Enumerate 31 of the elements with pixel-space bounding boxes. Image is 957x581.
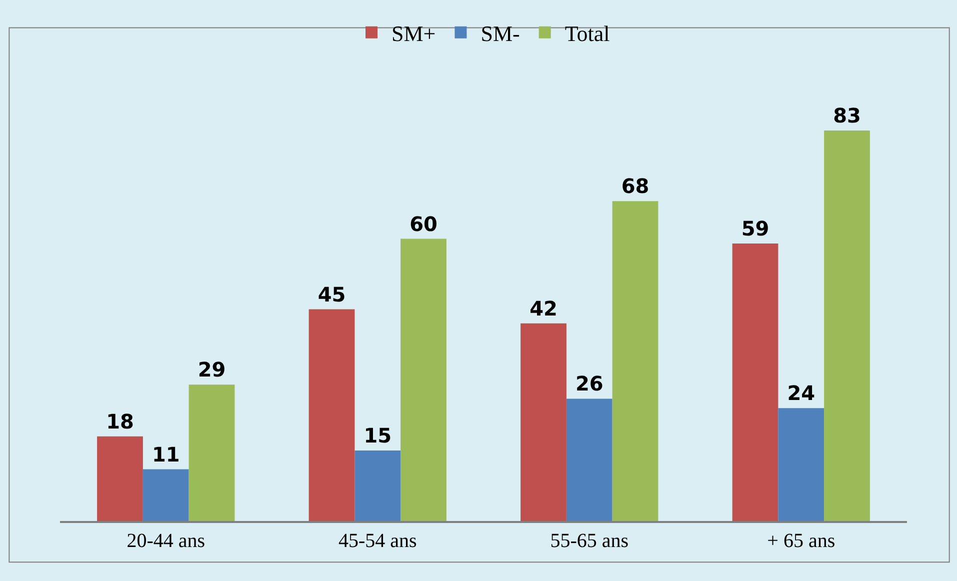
bar — [308, 309, 355, 521]
bar — [824, 130, 870, 521]
bar — [732, 243, 778, 521]
bar — [400, 238, 446, 521]
data-label: 45 — [318, 282, 346, 306]
x-tick-label: + 65 ans — [767, 530, 836, 552]
legend-label: SM- — [480, 21, 520, 46]
data-label: 60 — [410, 212, 438, 236]
bar — [778, 408, 824, 521]
x-tick-label: 55-65 ans — [550, 530, 629, 552]
bar — [612, 201, 658, 521]
data-label: 59 — [741, 216, 770, 240]
x-tick-label: 45-54 ans — [338, 530, 418, 552]
bar — [97, 436, 143, 521]
data-label: 83 — [833, 104, 861, 128]
bar — [566, 398, 612, 521]
data-label: 18 — [106, 409, 134, 434]
bar — [354, 450, 401, 521]
legend-label: SM+ — [392, 21, 436, 46]
legend-label: Total — [564, 21, 610, 46]
bar — [142, 469, 189, 521]
x-tick-label: 20-44 ans — [126, 530, 206, 552]
bar — [520, 323, 566, 521]
data-label: 26 — [575, 372, 604, 396]
data-label: 42 — [530, 296, 558, 320]
bar — [188, 384, 235, 521]
data-label: 11 — [152, 442, 180, 466]
data-label: 29 — [198, 358, 226, 382]
data-label: 24 — [787, 381, 816, 406]
data-label: 15 — [364, 423, 392, 448]
data-label: 68 — [621, 174, 650, 198]
